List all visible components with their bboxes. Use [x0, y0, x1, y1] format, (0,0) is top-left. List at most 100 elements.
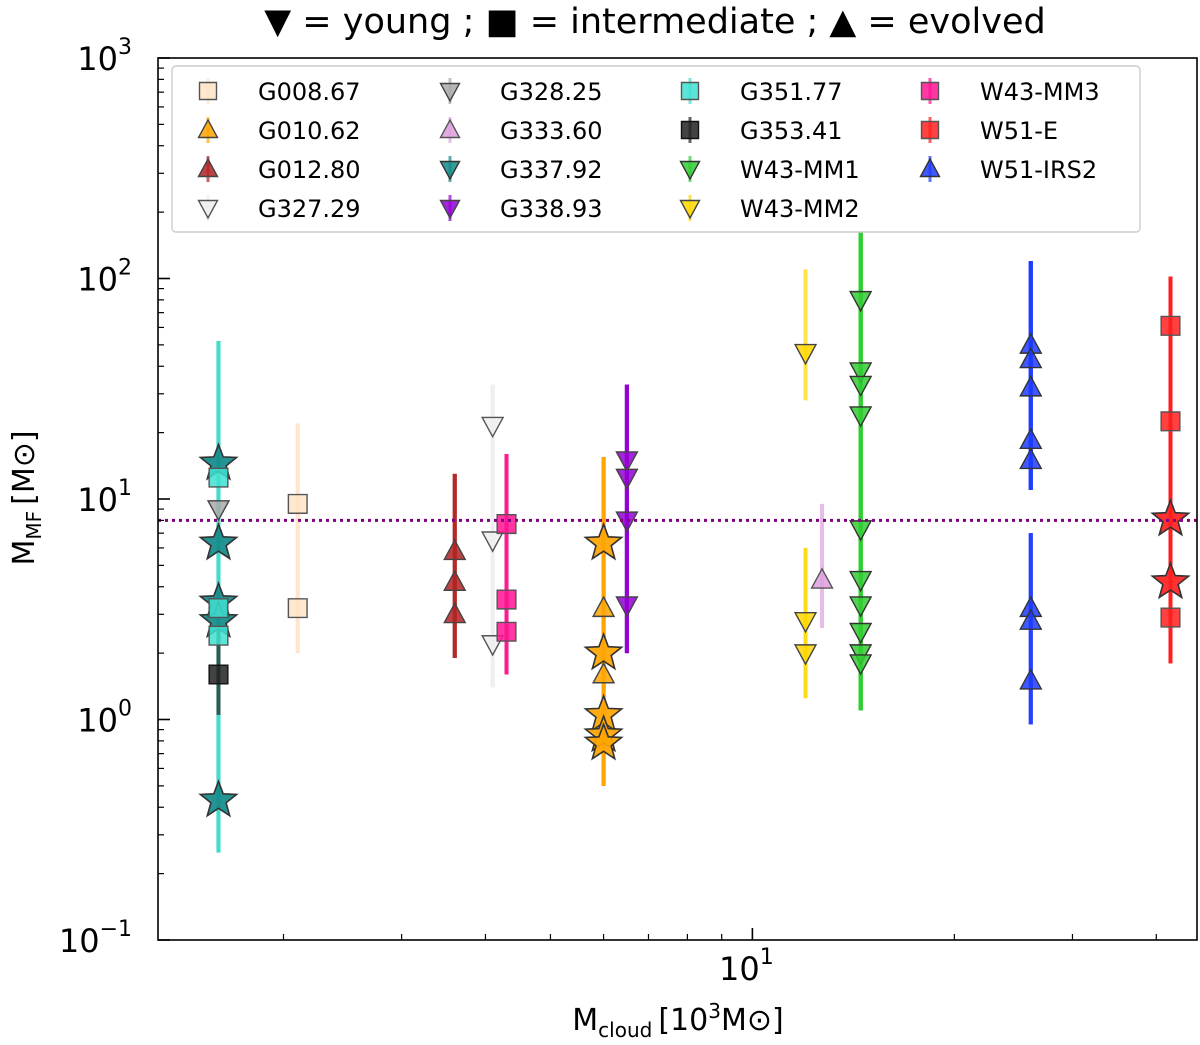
legend-marker-g010.62 [197, 118, 219, 139]
x-label-main: M [572, 1003, 598, 1038]
legend-marker-g337.92 [439, 160, 461, 181]
y-tick-exp: 1 [118, 476, 132, 501]
star-marker-g010.62 [583, 722, 624, 761]
marker-w51-irs2 [1019, 447, 1043, 470]
marker-g012.80 [443, 601, 467, 624]
marker-w43-mm1 [849, 622, 873, 645]
x-tick-exp: 1 [760, 945, 774, 970]
y-tick-exp: −1 [100, 917, 132, 942]
y-tick-label: 10−1 [59, 917, 132, 960]
star-marker-g337.92 [198, 521, 239, 561]
legend-marker-g333.60 [439, 118, 461, 139]
y-tick-base: 10 [77, 40, 118, 78]
legend-label-g351.77: G351.77 [740, 78, 843, 106]
marker-w43-mm2 [793, 644, 818, 666]
marker-w43-mm1 [849, 596, 873, 618]
legend-marker-w43-mm1 [679, 160, 701, 181]
y-label-sub: MF [22, 511, 46, 540]
legend-label-g338.93: G338.93 [500, 195, 603, 223]
x-label-sub: cloud [598, 1018, 652, 1042]
y-label-rest: [M⊙] [7, 430, 42, 504]
y-axis-label: MMF [M⊙] [7, 430, 46, 565]
marker-w43-mm1 [849, 570, 873, 593]
x-label-rest: [10 [658, 1003, 708, 1038]
marker-g351.77 [208, 467, 229, 488]
y-tick-exp: 0 [118, 697, 132, 722]
legend-marker-w43-mm3 [920, 81, 940, 101]
marker-w43-mm1 [849, 654, 873, 676]
legend-label-w43-mm2: W43-MM2 [740, 195, 860, 223]
legend-label-g353.41: G353.41 [740, 117, 843, 145]
legend-marker-g327.29 [197, 199, 219, 220]
marker-w43-mm3 [496, 589, 517, 610]
marker-g351.77 [208, 598, 229, 619]
marker-g327.29 [481, 531, 505, 553]
x-tick-label: 101 [719, 945, 774, 988]
legend-label-g333.60: G333.60 [500, 117, 603, 145]
y-tick-exp: 2 [118, 256, 132, 281]
star-marker-w51-e [1150, 497, 1191, 537]
marker-g327.29 [481, 416, 505, 439]
marker-w43-mm2 [793, 611, 818, 634]
legend-label-w51-e: W51-E [980, 117, 1058, 145]
marker-w43-mm3 [496, 621, 517, 642]
marker-w51-e [1160, 607, 1181, 628]
marker-g008.67 [287, 493, 308, 514]
marker-g338.93 [615, 451, 639, 473]
x-axis-label: Mcloud [103M⊙] [572, 999, 783, 1042]
y-label-main: M [7, 540, 42, 566]
legend-label-w43-mm3: W43-MM3 [980, 78, 1100, 106]
legend-marker-g012.80 [197, 157, 219, 178]
marker-g012.80 [443, 569, 467, 592]
y-tick-label: 102 [77, 256, 132, 299]
legend-label-g337.92: G337.92 [500, 156, 603, 184]
legend-marker-w43-mm2 [679, 199, 701, 220]
y-tick-base: 10 [77, 481, 118, 519]
marker-w51-irs2 [1019, 375, 1043, 397]
legend-marker-g008.67 [198, 81, 218, 101]
y-tick-label: 103 [77, 35, 132, 78]
marker-w43-mm1 [849, 406, 873, 428]
star-marker-g010.62 [583, 631, 624, 671]
legend-label-g008.67: G008.67 [258, 78, 361, 106]
y-tick-exp: 3 [118, 35, 132, 60]
marker-w43-mm3 [496, 513, 517, 535]
marker-g351.77 [208, 625, 229, 646]
marker-w51-irs2 [1019, 668, 1043, 690]
marker-g353.41 [208, 664, 229, 685]
star-marker-w51-e [1150, 560, 1191, 600]
star-marker-g337.92 [198, 779, 239, 818]
legend-label-g010.62: G010.62 [258, 117, 361, 145]
y-tick-label: 100 [77, 697, 132, 740]
marker-g010.62 [591, 662, 616, 684]
legend-label-w51-irs2: W51-IRS2 [980, 156, 1097, 184]
marker-g333.60 [810, 567, 834, 589]
legend-label-g328.25: G328.25 [500, 78, 603, 106]
marker-w51-irs2 [1019, 346, 1043, 369]
marker-w43-mm1 [849, 375, 873, 398]
y-tick-label: 101 [77, 476, 132, 519]
chart-title: ▼ = young ; ■ = intermediate ; ▲ = evolv… [264, 2, 1045, 42]
marker-g338.93 [615, 468, 639, 491]
marker-w43-mm1 [849, 362, 873, 384]
marker-g010.62 [591, 595, 616, 618]
data-markers [198, 290, 1191, 818]
legend-box [171, 65, 1141, 233]
x-tick-base: 10 [719, 950, 760, 988]
y-tick-base: 10 [77, 702, 118, 740]
legend-marker-g328.25 [439, 82, 461, 103]
marker-w51-e [1160, 315, 1181, 336]
y-tick-base: 10 [77, 261, 118, 299]
x-label-sup: 3 [708, 999, 721, 1023]
marker-w51-e [1160, 411, 1181, 432]
legend-marker-g353.41 [680, 120, 700, 140]
marker-g008.67 [287, 598, 308, 619]
legend: G008.67 G010.62 G012.80 G327.29 G328.25 G333.… [171, 65, 1141, 233]
legend-marker-w51-irs2 [919, 157, 941, 178]
legend-label-g012.80: G012.80 [258, 156, 361, 184]
x-label-unit: M⊙] [721, 1003, 784, 1038]
marker-g338.93 [615, 596, 639, 618]
marker-g012.80 [443, 538, 467, 561]
